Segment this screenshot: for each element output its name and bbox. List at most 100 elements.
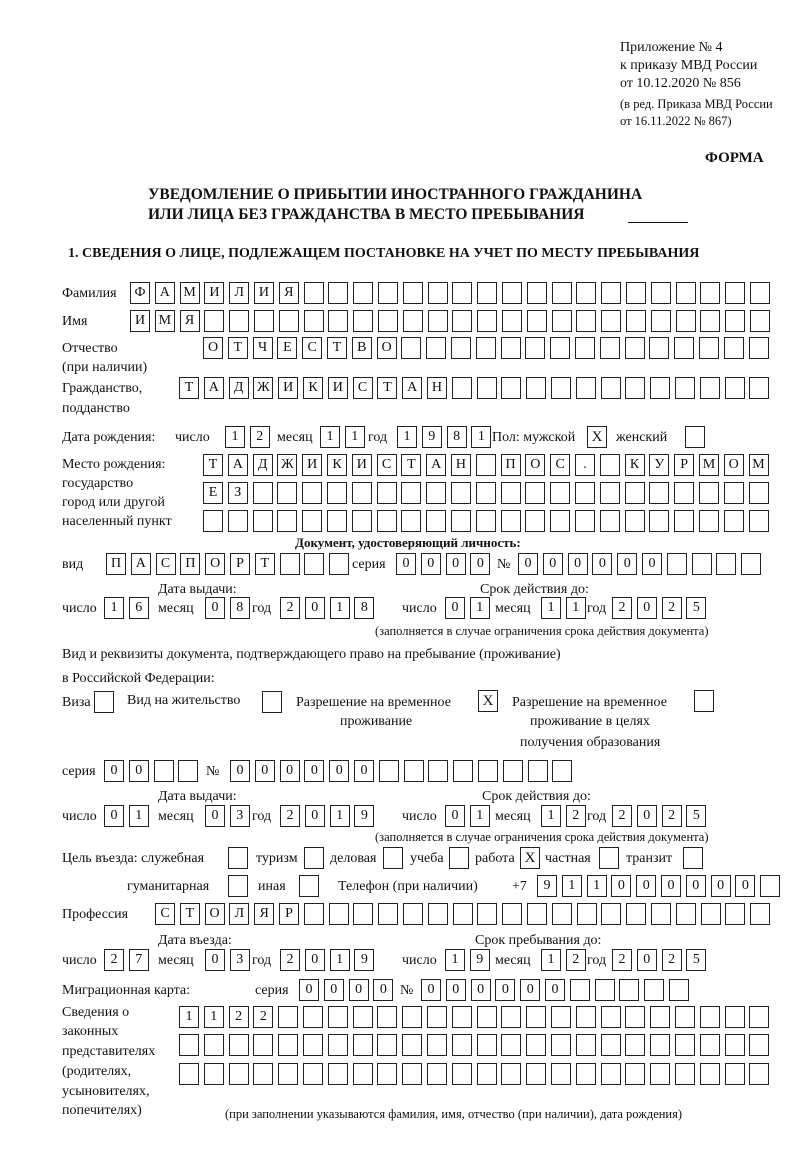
char-cell[interactable]: 2 bbox=[280, 597, 300, 619]
char-cell[interactable] bbox=[527, 760, 548, 782]
char-cell[interactable] bbox=[619, 979, 640, 1001]
char-cell[interactable] bbox=[674, 377, 695, 399]
char-cell[interactable]: Т bbox=[227, 337, 248, 359]
char-cell[interactable] bbox=[451, 1006, 472, 1028]
char-cell[interactable] bbox=[650, 1006, 671, 1028]
char-cell[interactable] bbox=[304, 553, 325, 575]
char-cell[interactable]: А bbox=[130, 553, 151, 575]
char-cell[interactable] bbox=[551, 903, 572, 925]
char-cell[interactable] bbox=[550, 1063, 571, 1085]
char-cell[interactable]: 0 bbox=[230, 760, 250, 782]
char-cell[interactable]: 1 bbox=[541, 805, 561, 827]
char-cell[interactable]: Т bbox=[179, 903, 200, 925]
char-cell[interactable] bbox=[377, 1034, 398, 1056]
char-cell[interactable]: 0 bbox=[205, 597, 225, 619]
char-cell[interactable] bbox=[278, 1063, 299, 1085]
char-cell[interactable] bbox=[352, 1006, 373, 1028]
char-cell[interactable]: 2 bbox=[249, 426, 270, 448]
char-cell[interactable] bbox=[253, 1034, 274, 1056]
char-cell[interactable] bbox=[650, 1034, 671, 1056]
char-cell[interactable]: 0 bbox=[254, 760, 275, 782]
char-cell[interactable] bbox=[428, 760, 449, 782]
char-cell[interactable]: А bbox=[203, 377, 224, 399]
char-cell[interactable] bbox=[700, 903, 721, 925]
char-cell[interactable] bbox=[352, 1063, 373, 1085]
char-cell[interactable] bbox=[303, 310, 324, 332]
char-cell[interactable]: 0 bbox=[279, 760, 300, 782]
char-cell[interactable]: М bbox=[748, 454, 769, 476]
char-cell[interactable]: 0 bbox=[470, 979, 491, 1001]
char-cell[interactable] bbox=[649, 482, 670, 504]
char-cell[interactable]: С bbox=[550, 454, 571, 476]
char-cell[interactable] bbox=[402, 1006, 423, 1028]
char-cell[interactable] bbox=[475, 337, 496, 359]
char-cell[interactable]: О bbox=[204, 903, 225, 925]
char-cell[interactable]: 1 bbox=[179, 1006, 199, 1028]
char-cell[interactable] bbox=[600, 1034, 621, 1056]
char-cell[interactable]: А bbox=[154, 282, 175, 304]
char-cell[interactable] bbox=[500, 510, 521, 532]
char-cell[interactable]: М bbox=[179, 282, 200, 304]
char-cell[interactable] bbox=[674, 337, 695, 359]
char-cell[interactable] bbox=[378, 760, 399, 782]
char-cell[interactable] bbox=[526, 377, 547, 399]
char-cell[interactable]: И bbox=[130, 310, 150, 332]
char-cell[interactable] bbox=[723, 337, 744, 359]
temp-residence-checkbox[interactable]: X bbox=[478, 690, 498, 712]
char-cell[interactable] bbox=[426, 1006, 447, 1028]
char-cell[interactable] bbox=[252, 510, 273, 532]
char-cell[interactable] bbox=[749, 310, 770, 332]
char-cell[interactable]: 2 bbox=[280, 805, 300, 827]
char-cell[interactable]: С bbox=[352, 377, 373, 399]
char-cell[interactable]: В bbox=[351, 337, 372, 359]
char-cell[interactable] bbox=[723, 510, 744, 532]
char-cell[interactable] bbox=[625, 310, 646, 332]
char-cell[interactable] bbox=[402, 1063, 423, 1085]
char-cell[interactable] bbox=[749, 377, 770, 399]
char-cell[interactable] bbox=[748, 337, 769, 359]
char-cell[interactable] bbox=[650, 1063, 671, 1085]
char-cell[interactable]: П bbox=[500, 454, 521, 476]
char-cell[interactable]: Д bbox=[228, 377, 249, 399]
char-cell[interactable]: 1 bbox=[541, 597, 561, 619]
char-cell[interactable]: 1 bbox=[104, 597, 124, 619]
char-cell[interactable]: 0 bbox=[636, 805, 657, 827]
char-cell[interactable] bbox=[203, 1034, 224, 1056]
char-cell[interactable]: 0 bbox=[617, 553, 638, 575]
char-cell[interactable]: 0 bbox=[542, 553, 563, 575]
char-cell[interactable]: 1 bbox=[471, 426, 492, 448]
char-cell[interactable] bbox=[253, 310, 274, 332]
char-cell[interactable]: 8 bbox=[229, 597, 250, 619]
char-cell[interactable] bbox=[601, 282, 622, 304]
purpose-tourism-checkbox[interactable] bbox=[304, 847, 324, 869]
char-cell[interactable] bbox=[402, 310, 423, 332]
char-cell[interactable]: 0 bbox=[329, 760, 350, 782]
char-cell[interactable]: К bbox=[326, 454, 347, 476]
char-cell[interactable]: 0 bbox=[518, 553, 538, 575]
char-cell[interactable] bbox=[650, 377, 671, 399]
char-cell[interactable] bbox=[625, 1063, 646, 1085]
char-cell[interactable] bbox=[749, 282, 770, 304]
char-cell[interactable] bbox=[227, 510, 248, 532]
char-cell[interactable] bbox=[644, 979, 665, 1001]
char-cell[interactable] bbox=[674, 510, 695, 532]
char-cell[interactable] bbox=[477, 310, 498, 332]
char-cell[interactable] bbox=[377, 1006, 398, 1028]
char-cell[interactable]: Т bbox=[203, 454, 223, 476]
char-cell[interactable] bbox=[452, 903, 473, 925]
char-cell[interactable] bbox=[403, 760, 424, 782]
char-cell[interactable]: И bbox=[327, 377, 348, 399]
char-cell[interactable]: 0 bbox=[304, 760, 325, 782]
char-cell[interactable]: . bbox=[574, 454, 595, 476]
char-cell[interactable] bbox=[668, 979, 689, 1001]
char-cell[interactable] bbox=[427, 310, 448, 332]
